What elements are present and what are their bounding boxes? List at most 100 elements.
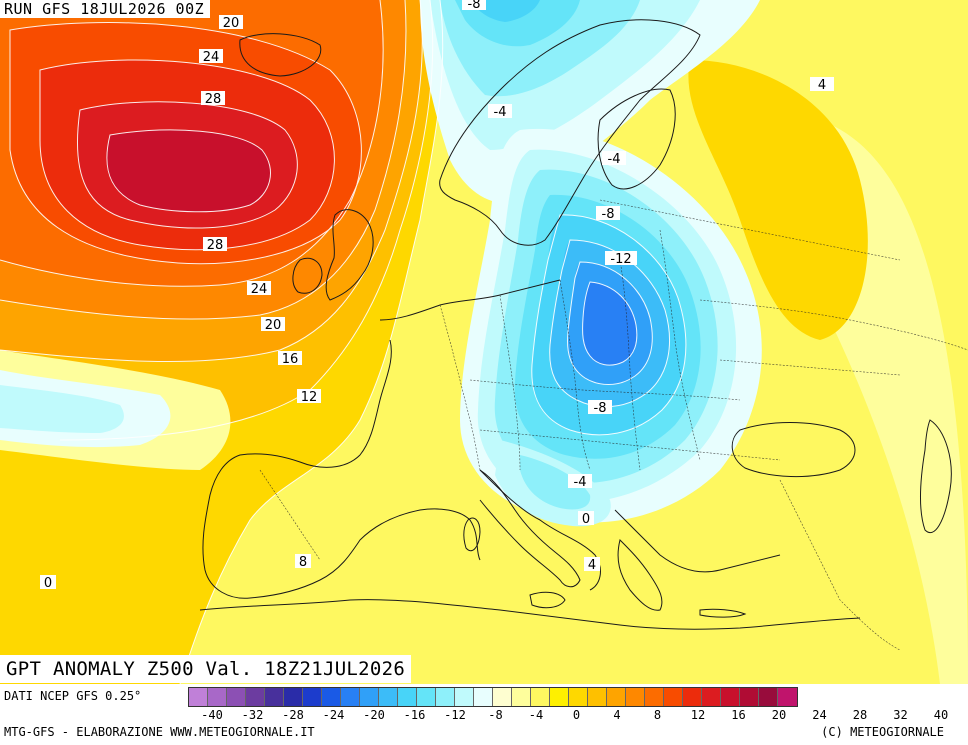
- legend-tick-label: -40: [201, 708, 223, 722]
- contour-label: 8: [295, 554, 311, 570]
- legend-tick-label: 20: [771, 708, 787, 722]
- legend-tick-label: -4: [528, 708, 544, 722]
- svg-text:4: 4: [588, 558, 596, 573]
- atlantic-negative-tongue: [0, 385, 124, 433]
- color-legend-ticks: -40 -32 -28 -24 -20 -16 -12 -8 -4 0 4 8 12 16 20 24 28 32…: [188, 708, 968, 724]
- legend-tick-label: 40: [933, 708, 949, 722]
- svg-text:-8: -8: [602, 207, 615, 222]
- legend-tick-label: -28: [282, 708, 304, 722]
- svg-text:8: 8: [299, 555, 307, 570]
- legend-tick-label: -24: [322, 708, 345, 722]
- contour-label: 24: [199, 49, 223, 65]
- map-title: GPT ANOMALY Z500 Val. 18Z21JUL2026: [0, 655, 412, 683]
- contour-label: -8: [462, 0, 486, 12]
- contour-labels: -8 20 24 28 -4 -4 4 -8 28 -12 24 20 16 1…: [40, 0, 834, 591]
- legend-swatch: [436, 688, 455, 706]
- legend-swatch: [778, 688, 797, 706]
- legend-swatch: [208, 688, 227, 706]
- contour-label: -4: [568, 474, 592, 490]
- country-borders: [259, 199, 968, 651]
- legend-swatch: [227, 688, 246, 706]
- legend-swatch: [455, 688, 474, 706]
- ridge-core: [106, 130, 271, 212]
- legend-swatch: [664, 688, 683, 706]
- legend-swatch: [740, 688, 759, 706]
- contour-label: -12: [605, 251, 637, 267]
- legend-swatch: [493, 688, 512, 706]
- map-canvas: -8 20 24 28 -4 -4 4 -8 28 -12 24 20 16 1…: [0, 0, 968, 684]
- legend-swatch: [721, 688, 740, 706]
- svg-text:0: 0: [582, 512, 590, 527]
- svg-text:24: 24: [203, 50, 220, 65]
- svg-text:-4: -4: [608, 152, 621, 167]
- svg-text:-8: -8: [594, 401, 607, 416]
- eastern-positive-core: [688, 60, 868, 340]
- legend-swatch: [512, 688, 531, 706]
- legend-tick-label: -8: [488, 708, 503, 722]
- trough-core: [582, 282, 637, 366]
- legend-tick-label: 8: [653, 708, 662, 722]
- svg-text:12: 12: [301, 390, 318, 405]
- contour-label: 28: [201, 91, 225, 107]
- legend-swatch: [645, 688, 664, 706]
- contour-label: 20: [219, 15, 243, 31]
- legend-swatch: [265, 688, 284, 706]
- legend-swatch: [284, 688, 303, 706]
- anomaly-map: -8 20 24 28 -4 -4 4 -8 28 -12 24 20 16 1…: [0, 0, 968, 684]
- contour-label: -4: [488, 104, 512, 120]
- legend-swatch: [607, 688, 626, 706]
- legend-tick-label: 32: [893, 708, 908, 722]
- legend-swatch: [398, 688, 417, 706]
- legend-swatch: [246, 688, 265, 706]
- legend-tick-label: -16: [403, 708, 426, 722]
- contour-label: 0: [40, 575, 56, 591]
- legend-swatch: [474, 688, 493, 706]
- contour-label: 4: [810, 77, 834, 93]
- legend-swatch: [626, 688, 645, 706]
- data-source-label: DATI NCEP GFS 0.25°: [4, 689, 142, 703]
- legend-tick-label: 4: [613, 708, 621, 722]
- legend-tick-label: -20: [363, 708, 385, 722]
- balkan-minus4-band: [520, 455, 591, 510]
- legend-swatch: [550, 688, 569, 706]
- legend-swatch: [683, 688, 702, 706]
- legend-tick-label: -32: [241, 708, 264, 722]
- coastlines: [199, 19, 952, 630]
- legend-swatch: [417, 688, 436, 706]
- contour-label: 28: [203, 237, 227, 253]
- legend-swatch: [531, 688, 550, 706]
- svg-text:4: 4: [818, 78, 826, 93]
- legend-swatch: [702, 688, 721, 706]
- contour-label: 20: [261, 317, 285, 333]
- contour-label: 16: [278, 351, 302, 367]
- svg-text:24: 24: [251, 282, 268, 297]
- legend-tick-label: 12: [690, 708, 706, 722]
- svg-text:28: 28: [205, 92, 222, 107]
- svg-text:20: 20: [223, 16, 240, 31]
- svg-text:-12: -12: [610, 252, 631, 267]
- footer: DATI NCEP GFS 0.25° -40 -32 -28 -24 -20 -16 -1…: [0, 684, 968, 745]
- svg-text:0: 0: [44, 576, 52, 591]
- contour-label: -4: [602, 151, 626, 167]
- contour-lines: [0, 0, 687, 684]
- legend-swatch: [379, 688, 398, 706]
- legend-swatch: [189, 688, 208, 706]
- color-legend-bar: [188, 687, 798, 707]
- contour-label: -8: [588, 400, 612, 416]
- copyright-credit: (C) METEOGIORNALE: [821, 725, 944, 739]
- legend-swatch: [759, 688, 778, 706]
- svg-text:28: 28: [207, 238, 224, 253]
- contour-label: 0: [578, 511, 594, 527]
- legend-swatch: [360, 688, 379, 706]
- svg-text:16: 16: [282, 352, 299, 367]
- north-minus8-core: [470, 0, 540, 22]
- contour-label: -8: [596, 206, 620, 222]
- run-label: RUN GFS 18JUL2026 00Z: [0, 0, 211, 18]
- legend-tick-label: 24: [812, 708, 827, 722]
- svg-text:-4: -4: [494, 105, 507, 120]
- svg-text:-4: -4: [574, 475, 587, 490]
- legend-tick-label: 0: [572, 708, 581, 722]
- contour-label: 24: [247, 281, 271, 297]
- svg-text:-8: -8: [468, 0, 481, 12]
- contour-label: 4: [584, 557, 600, 573]
